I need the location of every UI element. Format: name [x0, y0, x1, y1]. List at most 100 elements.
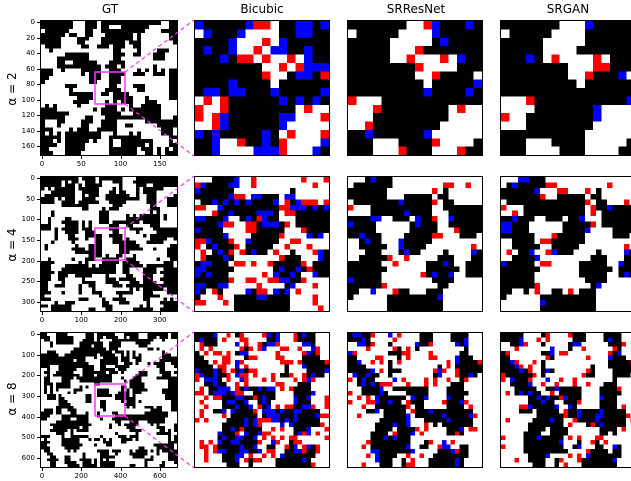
texture-pixel	[446, 449, 451, 454]
texture-pixel	[156, 180, 160, 184]
texture-pixel	[448, 37, 457, 47]
texture-pixel	[356, 377, 362, 383]
texture-pixel	[348, 129, 357, 139]
texture-pixel	[509, 62, 518, 72]
texture-pixel	[501, 204, 507, 211]
texture-pixel	[406, 453, 411, 459]
gt-panel-alpha-8	[40, 332, 178, 468]
texture-pixel	[170, 227, 174, 231]
texture-pixel	[64, 183, 69, 188]
texture-pixel	[612, 216, 619, 222]
texture-pixel	[473, 368, 478, 374]
texture-pixel	[230, 426, 236, 432]
texture-pixel	[54, 227, 58, 231]
texture-pixel	[169, 28, 173, 33]
texture-pixel	[392, 435, 398, 441]
texture-pixel	[55, 335, 59, 339]
texture-pixel	[94, 341, 98, 345]
texture-pixel	[576, 88, 585, 97]
texture-pixel	[295, 37, 304, 47]
texture-pixel	[166, 307, 171, 311]
texture-pixel	[311, 444, 316, 450]
texture-pixel	[126, 300, 130, 305]
texture-pixel	[146, 277, 150, 281]
texture-pixel	[607, 182, 613, 189]
texture-pixel	[71, 300, 75, 305]
texture-pixel	[111, 370, 115, 374]
texture-pixel	[51, 190, 55, 194]
texture-pixel	[454, 204, 460, 211]
texture-pixel	[78, 287, 82, 291]
texture-pixel	[514, 359, 519, 365]
texture-pixel	[365, 337, 371, 342]
texture-pixel	[78, 183, 82, 188]
texture-pixel	[41, 227, 45, 231]
texture-pixel	[297, 431, 303, 436]
texture-pixel	[409, 238, 415, 244]
texture-pixel	[117, 151, 121, 155]
texture-pixel	[109, 72, 113, 77]
texture-pixel	[129, 400, 133, 403]
texture-pixel	[311, 413, 316, 418]
texture-pixel	[43, 417, 47, 421]
texture-pixel	[459, 413, 465, 418]
texture-pixel	[41, 40, 45, 45]
texture-pixel	[432, 453, 438, 459]
texture-pixel	[359, 199, 365, 205]
texture-pixel	[379, 391, 384, 396]
texture-pixel	[126, 353, 130, 357]
texture-pixel	[245, 221, 251, 228]
texture-pixel	[221, 435, 227, 441]
texture-pixel	[534, 113, 543, 122]
texture-pixel	[109, 207, 113, 211]
texture-pixel	[115, 240, 120, 244]
texture-pixel	[149, 270, 154, 275]
texture-pixel	[126, 264, 130, 268]
texture-pixel	[364, 221, 371, 228]
texture-pixel	[317, 249, 324, 256]
texture-pixel	[174, 359, 177, 363]
texture-pixel	[256, 238, 262, 244]
texture-pixel	[141, 455, 145, 459]
texture-pixel	[389, 71, 399, 80]
texture-pixel	[401, 435, 407, 441]
texture-pixel	[387, 255, 393, 261]
texture-pixel	[200, 249, 207, 256]
texture-pixel	[117, 44, 121, 49]
texture-pixel	[406, 104, 415, 114]
texture-pixel	[222, 283, 229, 289]
texture-pixel	[423, 129, 432, 139]
texture-pixel	[401, 444, 407, 450]
texture-pixel	[459, 444, 465, 450]
texture-pixel	[266, 395, 271, 400]
texture-pixel	[306, 204, 313, 211]
texture-pixel	[234, 182, 240, 189]
texture-pixel	[534, 188, 541, 194]
texture-pixel	[138, 429, 142, 433]
texture-pixel	[279, 435, 285, 441]
texture-pixel	[306, 426, 312, 432]
texture-pixel	[165, 414, 169, 418]
texture-pixel	[315, 444, 321, 450]
texture-pixel	[562, 199, 568, 205]
texture-pixel	[248, 395, 254, 400]
texture-pixel	[73, 139, 77, 144]
texture-pixel	[415, 96, 424, 105]
texture-pixel	[81, 64, 85, 69]
texture-pixel	[375, 238, 382, 244]
texture-pixel	[132, 335, 136, 339]
texture-pixel	[169, 131, 173, 136]
texture-pixel	[217, 435, 222, 441]
texture-pixel	[398, 71, 407, 80]
texture-pixel	[464, 359, 469, 365]
texture-pixel	[465, 62, 474, 72]
texture-pixel	[102, 267, 106, 271]
texture-pixel	[41, 284, 45, 288]
texture-pixel	[46, 362, 50, 366]
texture-pixel	[162, 353, 166, 357]
texture-pixel	[320, 37, 329, 47]
texture-pixel	[143, 274, 147, 278]
texture-pixel	[353, 182, 360, 189]
texture-pixel	[406, 422, 411, 427]
texture-pixel	[174, 394, 177, 398]
